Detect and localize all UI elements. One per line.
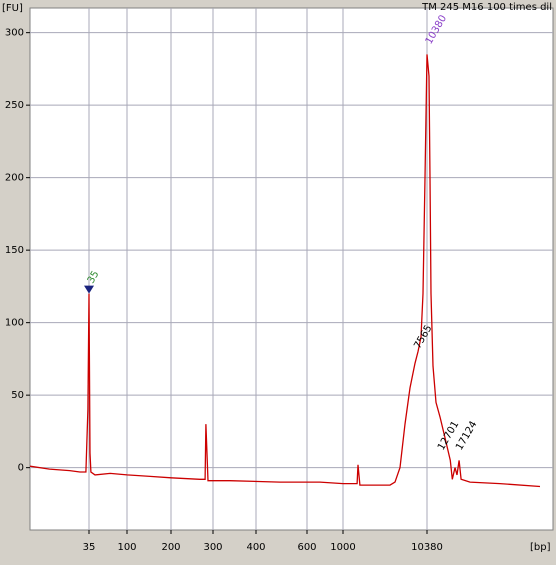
- x-tick-label: 100: [117, 542, 136, 553]
- x-axis-label: [bp]: [530, 542, 551, 553]
- x-tick-label: 400: [246, 542, 265, 553]
- x-tick-label: 300: [203, 542, 222, 553]
- y-tick-label: 100: [5, 318, 24, 329]
- y-tick-label: 250: [5, 100, 24, 111]
- trace: [29, 54, 541, 488]
- plot-area: [29, 7, 554, 531]
- y-tick-label: 200: [5, 173, 24, 184]
- peak-marker: [84, 285, 94, 294]
- x-tick-label: 1000: [330, 542, 355, 553]
- y-tick-label: 50: [11, 390, 24, 401]
- x-tick-label: 10380: [411, 542, 443, 553]
- y-tick-label: 0: [18, 463, 24, 474]
- y-tick-label: 150: [5, 245, 24, 256]
- x-tick-label: 200: [161, 542, 180, 553]
- x-tick-label: 600: [297, 542, 316, 553]
- y-axis-label: [FU]: [2, 3, 23, 14]
- chart-title: TM 245 M16 100 times dil: [421, 2, 552, 13]
- y-tick-label: 300: [5, 28, 24, 39]
- x-tick-label: 35: [83, 542, 96, 553]
